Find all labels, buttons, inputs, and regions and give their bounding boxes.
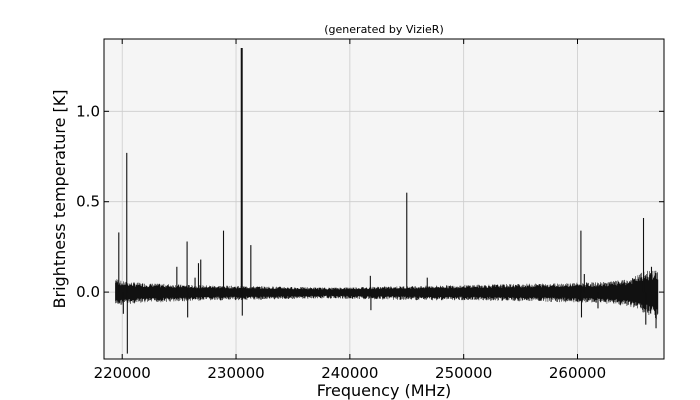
x-tick-label: 260000 [549, 364, 606, 382]
y-tick-label: 0.5 [76, 193, 100, 211]
y-tick-label: 1.0 [76, 102, 100, 120]
x-tick-label: 230000 [207, 364, 264, 382]
x-tick-label: 220000 [94, 364, 151, 382]
y-tick-label: 0.0 [76, 283, 100, 301]
spectral-lines [118, 48, 657, 354]
y-axis-label: Brightness temperature [K] [50, 90, 69, 309]
x-axis-label: Frequency (MHz) [317, 381, 451, 400]
plot-frame [103, 38, 665, 360]
chart-title: (generated by VizieR) [324, 23, 443, 36]
x-tick-label: 250000 [435, 364, 492, 382]
plot-area [104, 39, 664, 359]
axis-ticks: 220000 230000 240000 250000 260000 0.0 0.5 1.0 [76, 39, 664, 382]
x-tick-label: 240000 [321, 364, 378, 382]
